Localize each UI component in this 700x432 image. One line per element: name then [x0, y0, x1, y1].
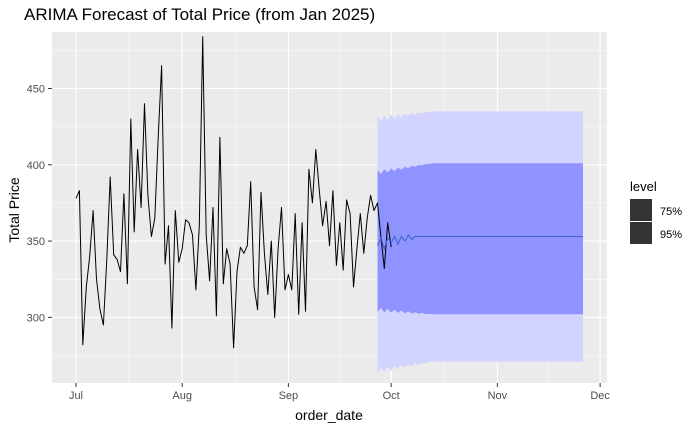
legend-label-75: 75% — [660, 206, 682, 218]
legend-label-95: 95% — [660, 229, 682, 241]
x-tick-label-dec: Dec — [590, 390, 610, 402]
x-axis-ticks: Jul Aug Sep Oct Nov Dec — [69, 383, 610, 402]
x-tick-label-jul: Jul — [69, 390, 83, 402]
history-line — [75, 36, 392, 349]
y-axis-title: Total Price — [6, 177, 22, 243]
y-axis-ticks: 300 350 400 450 — [27, 83, 52, 324]
y-tick-label-300: 300 — [27, 312, 45, 324]
legend: level 75% 95% — [630, 179, 682, 244]
legend-key-95 — [630, 222, 652, 244]
y-tick-label-450: 450 — [27, 83, 45, 95]
x-tick-label-sep: Sep — [279, 390, 299, 402]
forecast-bands — [377, 111, 583, 374]
y-tick-label-400: 400 — [27, 160, 45, 172]
y-tick-label-350: 350 — [27, 236, 45, 248]
chart-title: ARIMA Forecast of Total Price (from Jan … — [24, 5, 376, 24]
forecast-line — [377, 234, 583, 251]
legend-title: level — [630, 179, 657, 194]
series-lines — [75, 36, 583, 349]
band-75 — [377, 163, 583, 315]
legend-key-75 — [630, 199, 652, 221]
x-tick-label-nov: Nov — [488, 390, 508, 402]
x-tick-label-aug: Aug — [172, 390, 192, 402]
x-axis-title: order_date — [295, 407, 363, 423]
x-tick-label-oct: Oct — [383, 390, 400, 402]
